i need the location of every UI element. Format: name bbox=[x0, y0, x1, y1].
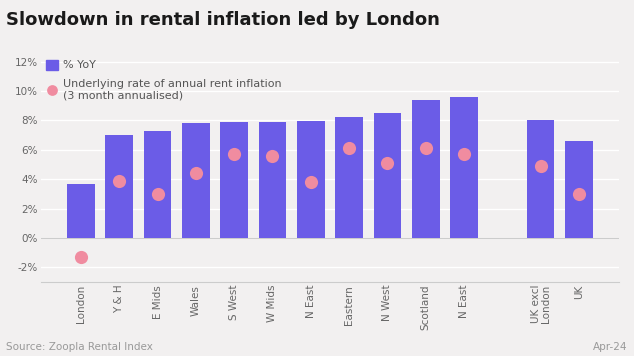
Point bbox=[574, 191, 584, 197]
Legend: % YoY, Underlying rate of annual rent inflation
(3 month annualised): % YoY, Underlying rate of annual rent in… bbox=[46, 60, 281, 101]
Bar bbox=[450, 97, 478, 238]
Bar bbox=[565, 141, 593, 238]
Point bbox=[536, 163, 546, 169]
Bar bbox=[527, 120, 554, 238]
Point bbox=[420, 145, 430, 151]
Point bbox=[382, 160, 392, 166]
Bar bbox=[182, 123, 210, 238]
Text: Apr-24: Apr-24 bbox=[593, 342, 628, 352]
Bar bbox=[221, 122, 248, 238]
Text: Source: Zoopla Rental Index: Source: Zoopla Rental Index bbox=[6, 342, 153, 352]
Point bbox=[76, 254, 86, 260]
Bar bbox=[412, 100, 439, 238]
Text: Slowdown in rental inflation led by London: Slowdown in rental inflation led by Lond… bbox=[6, 11, 440, 29]
Point bbox=[114, 178, 124, 183]
Bar bbox=[105, 135, 133, 238]
Bar bbox=[297, 121, 325, 238]
Point bbox=[191, 171, 201, 176]
Bar bbox=[144, 131, 171, 238]
Bar bbox=[373, 113, 401, 238]
Point bbox=[268, 153, 278, 158]
Point bbox=[459, 151, 469, 157]
Point bbox=[306, 179, 316, 185]
Point bbox=[229, 151, 239, 157]
Bar bbox=[335, 117, 363, 238]
Point bbox=[153, 191, 163, 197]
Point bbox=[344, 145, 354, 151]
Bar bbox=[67, 184, 94, 238]
Bar bbox=[259, 122, 287, 238]
